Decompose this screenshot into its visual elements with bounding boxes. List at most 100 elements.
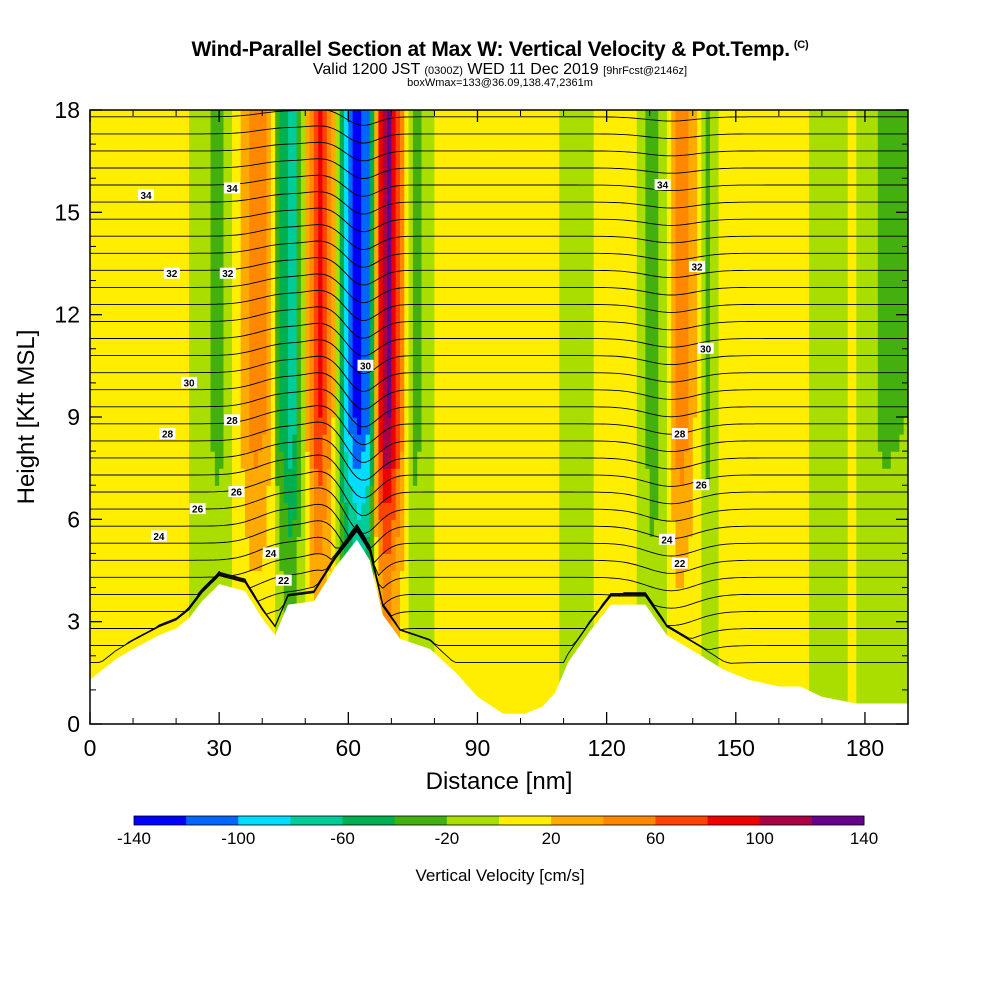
velocity-cell: [369, 297, 375, 316]
velocity-cell: [279, 280, 285, 299]
velocity-cell: [598, 604, 603, 623]
velocity-cell: [219, 229, 225, 248]
velocity-cell: [464, 604, 470, 623]
velocity-cell: [262, 468, 268, 486]
velocity-cell: [511, 382, 517, 401]
velocity-cell: [399, 161, 405, 179]
velocity-cell: [649, 502, 655, 520]
velocity-cell: [563, 451, 569, 469]
velocity-cell: [339, 110, 345, 128]
velocity-cell: [408, 127, 414, 145]
velocity-cell: [516, 485, 522, 503]
velocity-cell: [111, 587, 117, 606]
velocity-cell: [387, 348, 392, 367]
velocity-cell: [348, 314, 354, 333]
velocity-cell: [283, 348, 289, 367]
velocity-cell: [249, 263, 255, 282]
velocity-cell: [335, 519, 341, 537]
velocity-cell: [296, 468, 302, 486]
velocity-cell: [382, 127, 388, 145]
velocity-cell: [412, 229, 418, 248]
velocity-cell: [468, 502, 474, 520]
velocity-cell: [335, 246, 341, 265]
velocity-cell: [589, 485, 595, 503]
velocity-cell: [464, 246, 470, 265]
velocity-cell: [133, 212, 138, 230]
velocity-cell: [262, 348, 268, 367]
velocity-cell: [460, 331, 466, 350]
velocity-cell: [236, 468, 242, 486]
velocity-cell: [171, 451, 177, 469]
velocity-cell: [210, 485, 216, 503]
velocity-cell: [550, 280, 556, 299]
velocity-cell: [490, 331, 496, 350]
velocity-cell: [602, 127, 608, 145]
velocity-cell: [460, 382, 466, 401]
velocity-cell: [542, 314, 547, 333]
velocity-cell: [503, 689, 509, 708]
velocity-cell: [455, 434, 461, 452]
velocity-cell: [331, 502, 336, 520]
velocity-cell: [554, 485, 560, 503]
velocity-cell: [382, 536, 388, 555]
velocity-cell: [649, 468, 655, 486]
velocity-cell: [279, 604, 285, 623]
velocity-cell: [619, 451, 625, 469]
velocity-cell: [335, 127, 341, 145]
velocity-cell: [516, 280, 522, 299]
velocity-cell: [111, 280, 117, 299]
velocity-cell: [180, 246, 186, 265]
subtitle-forecast: [9hrFcst@2146z]: [603, 65, 688, 77]
velocity-cell: [572, 161, 578, 179]
velocity-cell: [141, 553, 147, 572]
velocity-cell: [158, 161, 164, 179]
velocity-cell: [141, 570, 147, 589]
velocity-cell: [120, 570, 126, 589]
velocity-cell: [184, 263, 190, 282]
velocity-cell: [335, 263, 341, 282]
velocity-cell: [90, 399, 95, 418]
velocity-cell: [124, 127, 130, 145]
velocity-cell: [111, 246, 117, 265]
velocity-cell: [107, 638, 113, 657]
velocity-cell: [344, 314, 349, 333]
velocity-cell: [598, 195, 603, 213]
velocity-cell: [477, 468, 483, 486]
velocity-cell: [417, 331, 423, 350]
velocity-cell: [675, 365, 681, 384]
velocity-cell: [563, 485, 569, 503]
velocity-cell: [279, 553, 285, 572]
velocity-cell: [490, 468, 496, 486]
velocity-cell: [641, 434, 646, 452]
velocity-cell: [382, 331, 388, 350]
velocity-cell: [348, 485, 354, 503]
velocity-cell: [619, 127, 625, 145]
velocity-cell: [494, 655, 500, 674]
velocity-cell: [542, 553, 547, 572]
velocity-cell: [266, 348, 272, 367]
velocity-cell: [158, 451, 164, 469]
velocity-cell: [145, 587, 151, 606]
velocity-cell: [352, 485, 358, 503]
velocity-cell: [167, 297, 173, 316]
velocity-cell: [623, 178, 629, 196]
velocity-cell: [326, 365, 332, 384]
velocity-cell: [653, 434, 659, 452]
velocity-cell: [154, 178, 160, 196]
velocity-cell: [115, 553, 121, 572]
velocity-cell: [249, 417, 255, 435]
velocity-cell: [296, 263, 302, 282]
velocity-cell: [232, 519, 237, 537]
velocity-cell: [520, 621, 526, 640]
velocity-cell: [107, 382, 113, 401]
velocity-cell: [257, 536, 263, 555]
velocity-cell: [559, 399, 565, 418]
velocity-cell: [421, 229, 427, 248]
velocity-cell: [632, 110, 638, 128]
velocity-cell: [447, 314, 453, 333]
velocity-cell: [529, 229, 535, 248]
velocity-cell: [158, 246, 164, 265]
velocity-cell: [107, 127, 113, 145]
velocity-cell: [128, 553, 134, 572]
velocity-cell: [503, 280, 509, 299]
